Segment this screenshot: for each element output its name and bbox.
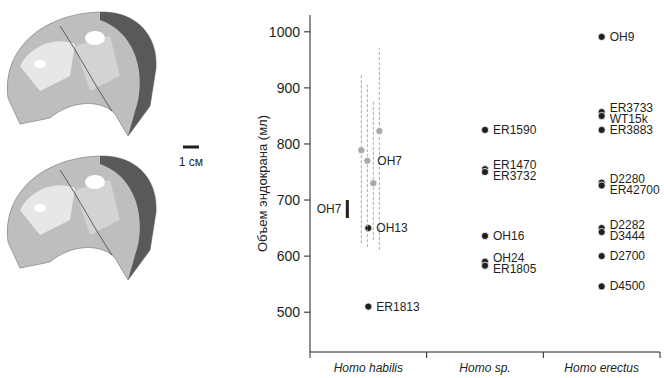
range-bar xyxy=(346,200,349,218)
y-tick xyxy=(304,312,310,313)
scale-bar xyxy=(183,146,199,149)
y-tick-label: 700 xyxy=(277,192,301,208)
point-label: ER1805 xyxy=(493,262,537,276)
x-tick xyxy=(310,352,311,358)
point-label: D4500 xyxy=(610,279,646,293)
skull-suture xyxy=(60,26,112,111)
y-axis xyxy=(310,15,311,352)
x-tick xyxy=(543,352,544,358)
y-tick xyxy=(304,31,310,32)
point-label: ER3883 xyxy=(610,123,654,137)
point xyxy=(370,180,377,187)
y-tick-label: 600 xyxy=(277,248,301,264)
chart: 1 см 500 600 700 800 900 1000 Homo habilis Homo … xyxy=(0,0,664,378)
skull-patch xyxy=(20,41,75,91)
y-tick-label: 1000 xyxy=(269,24,300,40)
point xyxy=(376,127,383,134)
point-label: ER3732 xyxy=(493,169,537,183)
point-label: D3444 xyxy=(610,229,646,243)
point-label: OH16 xyxy=(493,229,525,243)
skull-hole xyxy=(34,60,46,68)
point-label: D2700 xyxy=(610,249,646,263)
point xyxy=(358,147,365,154)
point-label: OH13 xyxy=(376,221,408,235)
point xyxy=(364,157,371,164)
skull-hole xyxy=(34,204,46,212)
x-tick-label: Homo sp. xyxy=(459,361,510,375)
skull-suture xyxy=(60,170,112,255)
point xyxy=(481,262,488,269)
point-label: OH9 xyxy=(610,30,635,44)
scale-bar-label: 1 см xyxy=(179,155,203,169)
error-bar xyxy=(361,75,362,243)
skull-hole xyxy=(85,31,105,45)
x-tick-label: Homo erectus xyxy=(564,361,639,375)
skull-outline xyxy=(7,156,156,280)
point xyxy=(481,168,488,175)
y-tick xyxy=(304,143,310,144)
skull-outline xyxy=(7,12,156,136)
point xyxy=(365,224,372,231)
point xyxy=(598,182,605,189)
error-bar xyxy=(373,100,374,240)
x-tick-label: Homo habilis xyxy=(334,361,403,375)
point xyxy=(598,228,605,235)
error-bar xyxy=(379,48,380,250)
root: 1 см 500 600 700 800 900 1000 Homo habilis Homo … xyxy=(0,0,664,378)
point-label: OH7 xyxy=(317,202,342,216)
skull-patch xyxy=(20,185,75,235)
point xyxy=(598,112,605,119)
y-tick xyxy=(304,256,310,257)
point xyxy=(481,232,488,239)
y-tick-label: 900 xyxy=(277,80,301,96)
error-bar xyxy=(367,85,368,247)
y-axis-label: Объем эндокрана (мл) xyxy=(255,115,270,252)
point-label: OH7 xyxy=(377,154,402,168)
point xyxy=(365,303,372,310)
skull-hole xyxy=(85,175,105,189)
y-tick xyxy=(304,87,310,88)
x-tick xyxy=(660,352,661,358)
x-tick xyxy=(426,352,427,358)
y-tick xyxy=(304,200,310,201)
point xyxy=(598,283,605,290)
point xyxy=(598,33,605,40)
point xyxy=(481,126,488,133)
y-tick-label: 800 xyxy=(277,136,301,152)
x-axis xyxy=(310,352,660,353)
labels: OH7OH13ER1813ER1590ER1470ER3732OH16OH24E… xyxy=(317,30,660,314)
y-tick-label: 500 xyxy=(277,304,301,320)
point-label: ER1813 xyxy=(376,300,420,314)
point xyxy=(598,126,605,133)
marks xyxy=(347,33,605,310)
point-label: ER1590 xyxy=(493,123,537,137)
skull-illustrations xyxy=(7,12,156,280)
point-label: ER42700 xyxy=(610,183,660,197)
point xyxy=(598,253,605,260)
